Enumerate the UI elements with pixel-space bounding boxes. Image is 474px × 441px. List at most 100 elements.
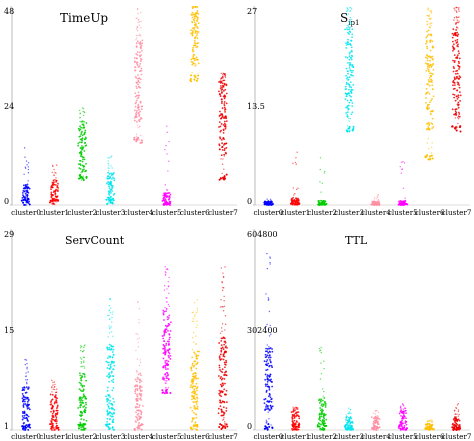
- data-point: [138, 322, 140, 324]
- data-point: [23, 147, 26, 149]
- data-point: [164, 392, 167, 395]
- data-point: [295, 411, 298, 414]
- data-point: [52, 409, 55, 412]
- data-point: [166, 391, 169, 394]
- data-point: [110, 156, 112, 158]
- data-point: [135, 94, 138, 97]
- data-point: [428, 84, 431, 87]
- data-point: [351, 129, 354, 132]
- data-point: [24, 363, 26, 366]
- data-point: [269, 201, 272, 204]
- data-point: [137, 91, 140, 94]
- data-point: [457, 418, 460, 421]
- series-cluster7: [451, 6, 462, 133]
- data-point: [28, 426, 31, 429]
- data-point: [269, 256, 271, 258]
- data-point: [432, 126, 435, 128]
- data-point: [106, 417, 109, 420]
- data-point: [56, 412, 58, 415]
- data-point: [134, 378, 137, 381]
- data-point: [108, 372, 111, 374]
- data-point: [267, 395, 270, 398]
- data-point: [453, 76, 456, 79]
- data-point: [456, 126, 458, 128]
- data-point: [351, 102, 354, 104]
- data-point: [457, 409, 460, 411]
- data-point: [196, 407, 198, 410]
- data-point: [80, 384, 83, 386]
- data-point: [140, 12, 142, 14]
- data-point: [265, 422, 267, 424]
- data-point: [168, 140, 170, 143]
- data-point: [163, 349, 166, 352]
- data-point: [134, 66, 137, 69]
- data-point: [166, 268, 169, 270]
- data-point: [220, 158, 222, 160]
- data-point: [80, 358, 83, 360]
- data-point: [25, 379, 27, 381]
- data-point: [350, 7, 352, 9]
- data-point: [376, 410, 378, 412]
- data-point: [133, 57, 136, 59]
- data-point: [268, 354, 271, 357]
- series-cluster0: [263, 252, 274, 431]
- series-cluster6: [189, 299, 200, 431]
- data-point: [219, 95, 222, 97]
- data-point: [322, 409, 324, 412]
- series-cluster0: [20, 147, 31, 206]
- data-point: [402, 203, 405, 206]
- data-point: [81, 385, 84, 388]
- data-point: [458, 424, 460, 427]
- data-point: [457, 50, 460, 53]
- data-point: [219, 399, 221, 402]
- data-point: [168, 340, 170, 343]
- data-point: [51, 391, 53, 393]
- data-point: [224, 329, 226, 331]
- data-point: [79, 141, 81, 144]
- data-point: [49, 423, 52, 426]
- data-point: [194, 65, 196, 67]
- data-point: [221, 102, 223, 105]
- data-point: [137, 346, 140, 348]
- data-point: [80, 426, 82, 429]
- data-point: [452, 28, 455, 31]
- data-point: [52, 388, 54, 391]
- data-point: [135, 34, 138, 37]
- data-point: [321, 399, 324, 402]
- data-point: [112, 375, 115, 378]
- data-point: [426, 422, 429, 425]
- data-point: [81, 148, 84, 150]
- data-point: [373, 419, 376, 422]
- data-point: [219, 423, 222, 426]
- data-point: [54, 419, 57, 421]
- data-point: [453, 416, 456, 418]
- data-point: [292, 187, 295, 189]
- data-point: [112, 387, 115, 389]
- data-point: [263, 398, 266, 401]
- data-point: [82, 175, 84, 177]
- data-point: [425, 54, 428, 56]
- data-point: [297, 197, 299, 200]
- series-cluster6: [424, 419, 435, 431]
- data-point: [266, 252, 268, 255]
- data-point: [83, 375, 86, 378]
- data-point: [192, 396, 195, 399]
- data-point: [320, 351, 322, 354]
- data-point: [135, 37, 138, 39]
- data-point: [267, 199, 270, 202]
- data-point: [136, 64, 139, 67]
- data-point: [26, 368, 28, 370]
- data-point: [108, 309, 111, 311]
- data-point: [85, 163, 87, 165]
- data-point: [79, 401, 81, 404]
- data-point: [80, 401, 83, 404]
- data-point: [22, 416, 25, 419]
- data-point: [347, 9, 349, 11]
- data-point: [111, 404, 114, 407]
- data-point: [267, 356, 270, 359]
- data-point: [224, 346, 227, 349]
- series-cluster2: [316, 346, 328, 431]
- data-point: [347, 24, 350, 26]
- data-point: [453, 113, 455, 116]
- data-point: [83, 126, 85, 129]
